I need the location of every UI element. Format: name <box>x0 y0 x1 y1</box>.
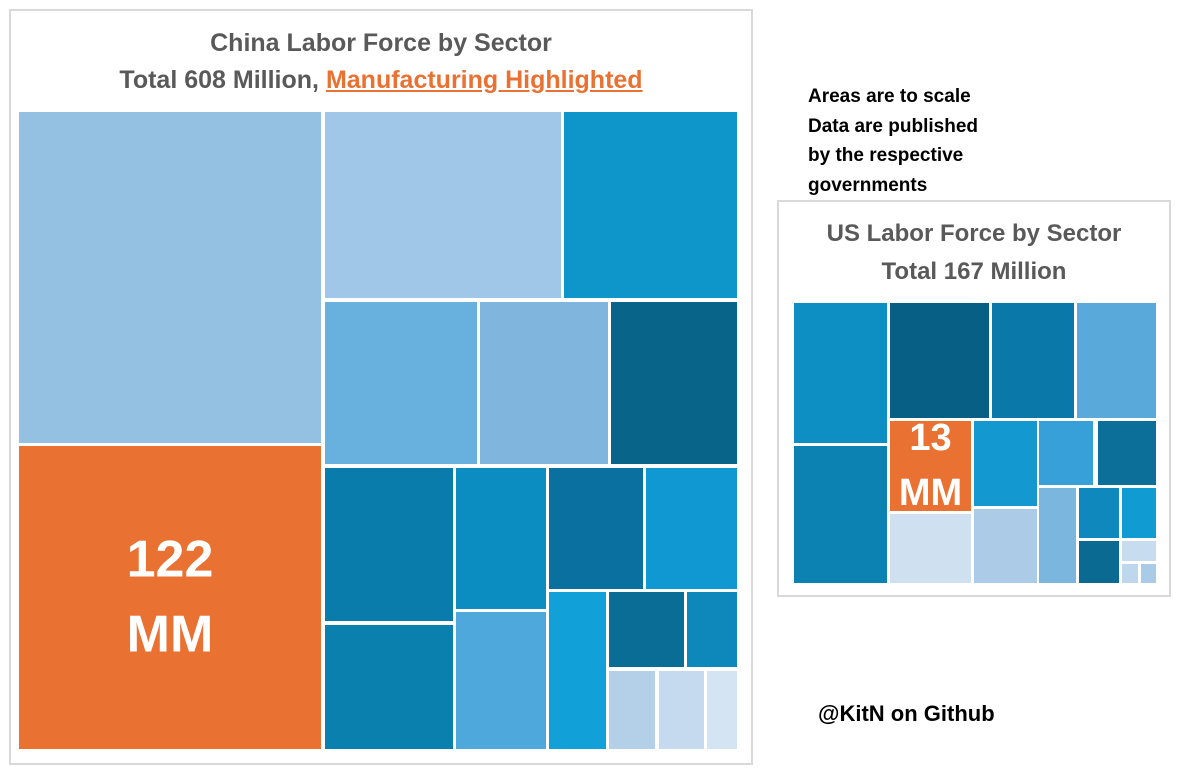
tile-value-label: 13 MM <box>898 416 963 514</box>
sector-tile <box>687 592 737 667</box>
sector-tile <box>659 671 704 749</box>
sector-tile <box>611 302 737 464</box>
sector-tile <box>19 112 321 443</box>
author-credit: @KitN on Github <box>818 701 995 726</box>
note-line: by the respective <box>808 145 964 166</box>
china-chart-panel: China Labor Force by Sector Total 608 Mi… <box>9 9 753 765</box>
sector-tile <box>1039 488 1076 583</box>
sector-tile <box>480 302 608 464</box>
manufacturing-tile: 13 MM <box>890 417 971 514</box>
china-subtitle-highlight: Manufacturing Highlighted <box>325 66 643 94</box>
note-line: Areas are to scale <box>808 86 971 107</box>
china-chart-subtitle: Total 608 Million, Manufacturing Highlig… <box>11 66 751 95</box>
us-chart-subtitle: Total 167 Million <box>779 258 1169 286</box>
sector-tile <box>456 468 546 609</box>
us-treemap: 13 MM <box>794 303 1156 583</box>
sector-tile <box>794 303 887 443</box>
sector-tile <box>890 303 989 418</box>
sector-tile <box>974 421 1037 506</box>
china-treemap: 122 MM <box>19 112 737 749</box>
sector-tile <box>992 303 1074 418</box>
sector-tile <box>325 468 453 621</box>
sector-tile <box>1079 541 1119 583</box>
sector-tile <box>1079 488 1119 538</box>
sector-tile <box>1077 303 1156 418</box>
sector-tile <box>609 592 684 667</box>
sector-tile <box>456 612 546 749</box>
us-chart-title: US Labor Force by Sector <box>779 220 1169 248</box>
sector-tile <box>549 468 643 589</box>
us-title-text: US Labor Force by Sector <box>826 220 1122 247</box>
sector-tile <box>1122 564 1138 583</box>
us-subtitle-text: Total 167 Million <box>881 258 1067 285</box>
tile-value-label: 122 MM <box>126 530 214 664</box>
china-subtitle-prefix: Total 608 Million, <box>119 66 326 94</box>
sector-tile <box>1122 541 1156 561</box>
sector-tile <box>974 509 1037 583</box>
sector-tile <box>1122 488 1156 538</box>
scale-note: Areas are to scale Data are published by… <box>808 82 1068 200</box>
sector-tile <box>609 671 655 749</box>
sector-tile <box>1039 421 1093 485</box>
sector-tile <box>890 514 971 583</box>
us-chart-panel: US Labor Force by Sector Total 167 Milli… <box>777 200 1171 597</box>
sector-tile <box>325 625 453 749</box>
sector-tile <box>549 592 606 749</box>
note-line: governments <box>808 174 928 196</box>
sector-tile <box>646 468 737 589</box>
manufacturing-tile: 122 MM <box>19 446 321 749</box>
note-line: Data are published <box>808 115 978 137</box>
china-title-text: China Labor Force by Sector <box>210 29 552 57</box>
sector-tile <box>325 302 477 464</box>
sector-tile <box>1141 564 1156 583</box>
sector-tile <box>325 112 561 298</box>
sector-tile <box>1098 421 1156 485</box>
sector-tile <box>794 446 887 583</box>
china-chart-title: China Labor Force by Sector <box>11 29 751 58</box>
sector-tile <box>564 112 737 298</box>
sector-tile <box>707 671 737 749</box>
